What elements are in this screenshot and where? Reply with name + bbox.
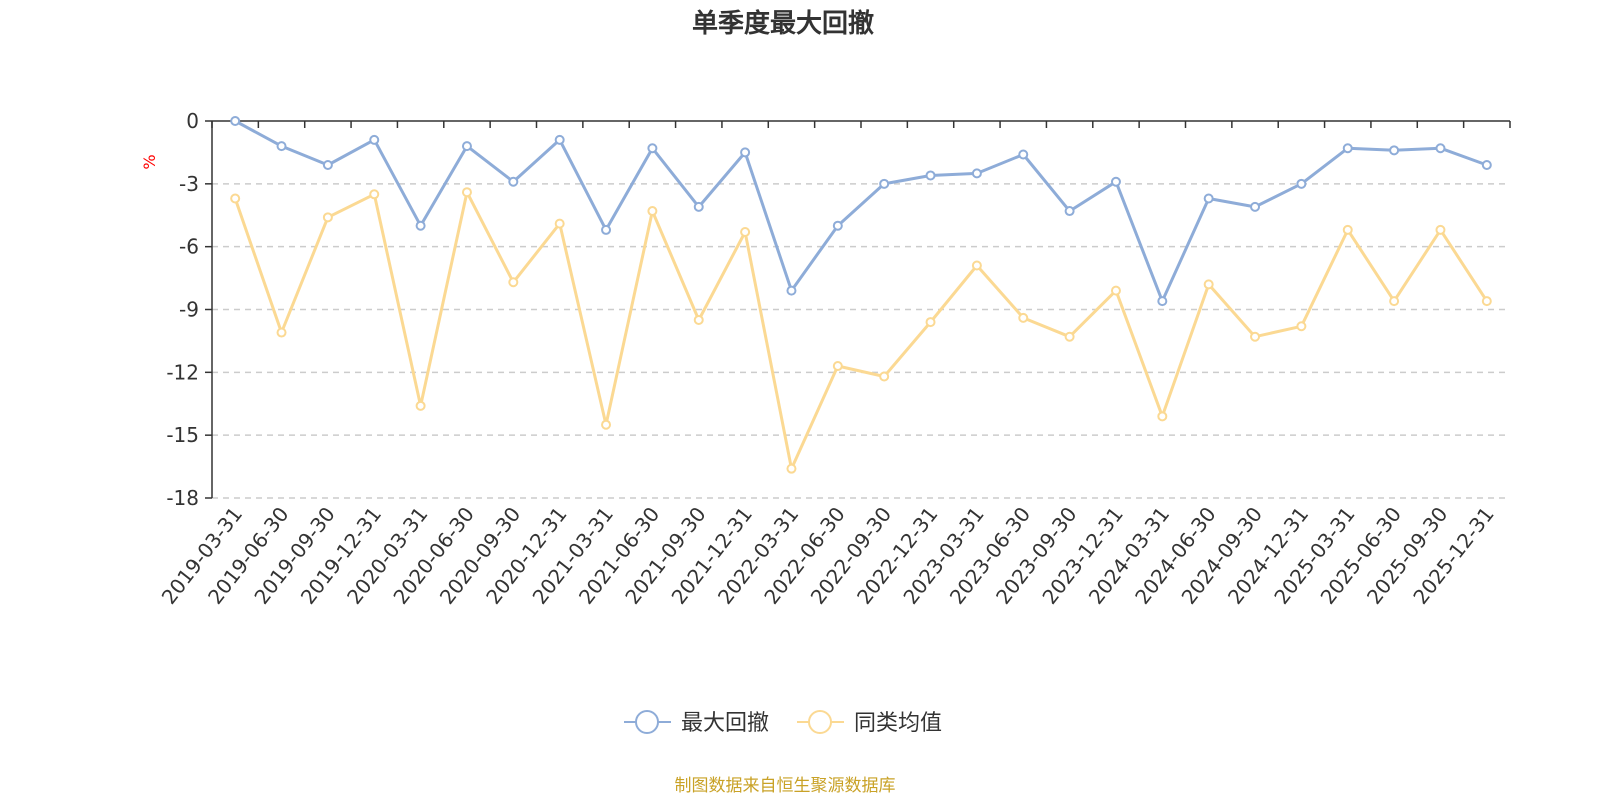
data-point[interactable] — [1250, 331, 1261, 342]
data-point[interactable] — [1018, 149, 1029, 160]
data-point[interactable] — [647, 206, 658, 217]
data-point[interactable] — [369, 189, 380, 200]
data-point[interactable] — [601, 419, 612, 430]
y-tick-label: -18 — [166, 486, 199, 510]
data-point[interactable] — [1435, 143, 1446, 154]
data-point[interactable] — [369, 134, 380, 145]
y-tick-label: -15 — [166, 423, 199, 447]
legend-item-peer-average[interactable]: 同类均值 — [797, 710, 942, 736]
data-point[interactable] — [508, 176, 519, 187]
data-point[interactable] — [1481, 159, 1492, 170]
legend-label-peer-average: 同类均值 — [854, 711, 942, 736]
data-point[interactable] — [276, 141, 287, 152]
data-point[interactable] — [276, 327, 287, 338]
data-point[interactable] — [832, 361, 843, 372]
y-tick-label: -12 — [166, 360, 199, 384]
data-point[interactable] — [925, 317, 936, 328]
data-point[interactable] — [1342, 143, 1353, 154]
data-point[interactable] — [971, 168, 982, 179]
data-point[interactable] — [693, 201, 704, 212]
data-point[interactable] — [740, 147, 751, 158]
series-layer — [230, 116, 1492, 474]
data-point[interactable] — [1389, 145, 1400, 156]
data-point[interactable] — [971, 260, 982, 271]
y-axis-unit-label: % — [140, 154, 159, 169]
y-tick-label: 0 — [186, 109, 199, 133]
data-point[interactable] — [1110, 285, 1121, 296]
data-point[interactable] — [1203, 193, 1214, 204]
data-point[interactable] — [647, 143, 658, 154]
data-point[interactable] — [415, 400, 426, 411]
data-source-note: 制图数据来自恒生聚源数据库 — [675, 776, 896, 796]
data-point[interactable] — [879, 371, 890, 382]
legend-peer-average-icon — [808, 710, 832, 734]
data-point[interactable] — [1064, 206, 1075, 217]
data-point[interactable] — [461, 141, 472, 152]
data-point[interactable] — [832, 220, 843, 231]
data-point[interactable] — [461, 187, 472, 198]
data-point[interactable] — [1250, 201, 1261, 212]
data-point[interactable] — [925, 170, 936, 181]
series-line — [234, 119, 1488, 303]
data-point[interactable] — [1157, 411, 1168, 422]
data-point[interactable] — [230, 193, 241, 204]
data-point[interactable] — [1203, 279, 1214, 290]
data-point[interactable] — [693, 314, 704, 325]
data-point[interactable] — [1389, 296, 1400, 307]
legend-label-max-drawdown: 最大回撤 — [681, 711, 769, 736]
data-point[interactable] — [1342, 224, 1353, 235]
data-point[interactable] — [1018, 312, 1029, 323]
data-point[interactable] — [554, 218, 565, 229]
legend-max-drawdown-icon — [635, 710, 659, 734]
data-point[interactable] — [786, 463, 797, 474]
legend[interactable]: 最大回撤 同类均值 — [624, 710, 942, 736]
data-point[interactable] — [1110, 176, 1121, 187]
chart-title: 单季度最大回撤 — [692, 8, 874, 39]
data-point[interactable] — [415, 220, 426, 231]
data-point[interactable] — [230, 116, 241, 126]
data-point[interactable] — [879, 178, 890, 189]
data-point[interactable] — [1064, 331, 1075, 342]
data-point[interactable] — [554, 134, 565, 145]
data-point[interactable] — [601, 224, 612, 235]
data-point[interactable] — [322, 159, 333, 170]
data-point[interactable] — [786, 285, 797, 296]
series-0 — [230, 116, 1492, 307]
series-1 — [230, 187, 1492, 474]
data-point[interactable] — [1481, 296, 1492, 307]
data-point[interactable] — [1296, 178, 1307, 189]
data-point[interactable] — [322, 212, 333, 223]
y-tick-label: -9 — [179, 298, 199, 322]
data-point[interactable] — [1296, 321, 1307, 332]
data-point[interactable] — [1157, 296, 1168, 307]
y-tick-label: -3 — [179, 172, 199, 196]
series-line — [233, 190, 1489, 471]
y-tick-label: -6 — [179, 235, 199, 259]
data-point[interactable] — [1435, 224, 1446, 235]
data-point[interactable] — [740, 227, 751, 238]
legend-item-max-drawdown[interactable]: 最大回撤 — [624, 710, 769, 736]
data-point[interactable] — [508, 277, 519, 288]
